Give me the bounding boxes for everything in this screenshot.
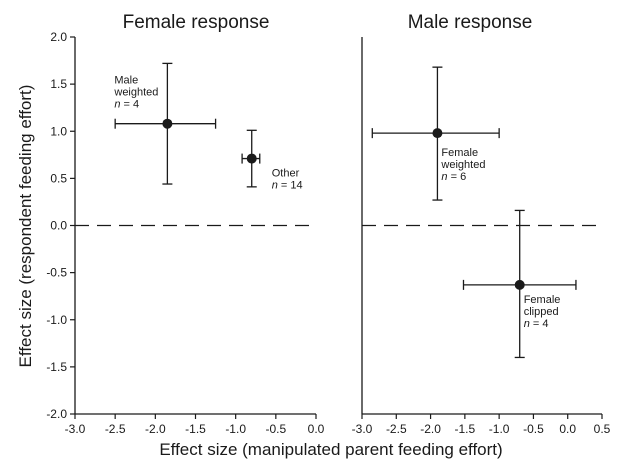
point-n-label: n = 14: [272, 180, 303, 192]
y-axis-label: Effect size (respondent feeding effort): [16, 85, 35, 368]
point-label: weighted: [440, 159, 485, 171]
male-response-panel: Male response -3.0 -2.5 -2.0 -1.5 -1.0 -0.5 0.…: [352, 12, 611, 436]
y-tick-label: 2.0: [50, 30, 67, 44]
x-tick-label: -1.0: [225, 422, 246, 436]
x-tick-label: 0.0: [308, 422, 325, 436]
x-tick-label: -3.0: [65, 422, 86, 436]
x-tick-label: 0.5: [594, 422, 611, 436]
x-axis-label: Effect size (manipulated parent feeding …: [159, 440, 502, 459]
y-tick-label: 1.5: [50, 77, 67, 91]
x-tick-label: -0.5: [265, 422, 286, 436]
point-n-label: n = 4: [114, 99, 139, 111]
x-tick-label: -3.0: [352, 422, 373, 436]
x-tick-label: -0.5: [523, 422, 544, 436]
x-tick-label: 0.0: [559, 422, 576, 436]
data-point: [246, 153, 257, 164]
female-response-panel: Female response -3.0 -2.5 -2.0 -1.5 -1.0 -0.5…: [46, 12, 324, 436]
point-label: Female: [441, 147, 478, 159]
x-tick-label: -2.0: [145, 422, 166, 436]
point-label: Female: [524, 294, 561, 306]
point-label: clipped: [524, 306, 559, 318]
data-point: [432, 128, 443, 139]
point-n-label: n = 6: [441, 171, 466, 183]
y-tick-label: 0.5: [50, 171, 67, 185]
y-tick-label: -1.0: [46, 313, 67, 327]
y-tick-label: 1.0: [50, 124, 67, 138]
y-tick-label: -2.0: [46, 407, 67, 421]
data-point: [162, 118, 173, 129]
x-tick-label: -2.0: [420, 422, 441, 436]
x-tick-label: -2.5: [105, 422, 126, 436]
y-tick-label: 0.0: [50, 219, 67, 233]
point-label: Other: [272, 168, 300, 180]
y-tick-label: -1.5: [46, 360, 67, 374]
x-tick-label: -1.5: [185, 422, 206, 436]
x-tick-label: -1.0: [489, 422, 510, 436]
data-point: [514, 279, 525, 290]
point-label: Male: [114, 75, 138, 87]
point-label: weighted: [113, 87, 158, 99]
point-n-label: n = 4: [524, 318, 549, 330]
x-tick-label: -2.5: [386, 422, 407, 436]
male-response-title: Male response: [408, 12, 533, 33]
x-tick-label: -1.5: [455, 422, 476, 436]
y-tick-label: -0.5: [46, 266, 67, 280]
female-response-title: Female response: [123, 12, 270, 33]
